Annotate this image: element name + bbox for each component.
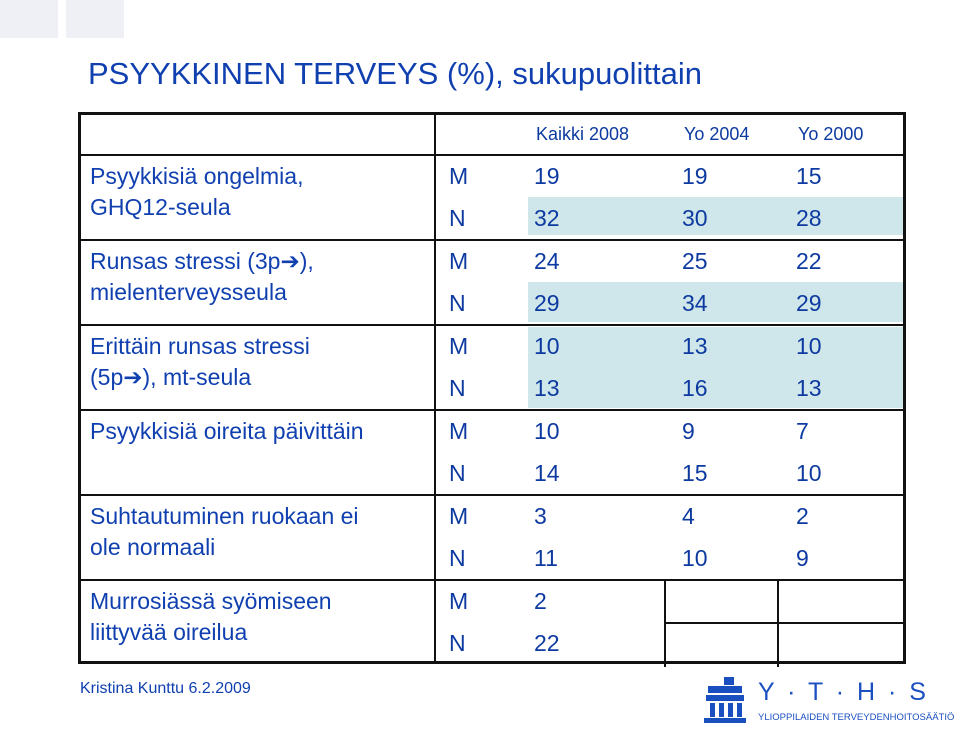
row-label-line: Psyykkisiä oireita päivittäin [90,418,364,444]
value-cell: 24 [534,248,560,274]
decor-bar [0,0,58,38]
empty-cell-border [664,622,903,624]
row-label-line: Murrosiässä syömiseen [90,588,332,614]
value-cell: 11 [534,545,558,571]
value-cell: 10 [534,333,560,359]
sex-cell: N [449,205,466,231]
row-label: Erittäin runsas stressi (5p➔), mt-seula [90,331,310,393]
row-label: Murrosiässä syömiseen liittyvää oireilua [90,586,332,648]
row-label-line: mielenterveysseula [90,279,287,305]
building-columns-icon [704,677,746,723]
footer-author-date: Kristina Kunttu 6.2.2009 [80,680,251,697]
value-cell: 10 [796,333,822,359]
value-cell: 2 [796,503,809,529]
row-label: Psyykkisiä oireita päivittäin [90,416,364,447]
row-divider [81,324,903,326]
value-cell: 19 [682,163,708,189]
value-cell: 7 [796,418,809,444]
column-header: Yo 2004 [684,124,750,144]
yths-logo: Y · T · H · S YLIOPPILAIDEN TERVEYDENHOI… [704,677,954,723]
shaded-cell [528,282,903,322]
value-cell: 29 [796,290,822,316]
row-label: Runsas stressi (3p➔), mielenterveysseula [90,246,314,308]
column-header: Kaikki 2008 [536,124,630,144]
row-divider [81,409,903,411]
decor-bar [66,0,124,38]
value-cell: 32 [534,205,560,231]
shaded-cell [528,367,903,408]
row-label-line: ole normaali [90,534,216,560]
sex-cell: M [449,333,469,359]
row-divider [81,154,903,156]
row-label-line: liittyvää oireilua [90,619,248,645]
shaded-cell [528,197,903,235]
row-divider [81,494,903,496]
row-label-line: GHQ12-seula [90,194,231,220]
column-header: Yo 2000 [798,124,864,144]
value-cell: 28 [796,205,822,231]
value-cell: 4 [682,503,695,529]
value-cell: 13 [796,375,822,401]
sex-cell: N [449,630,466,656]
sex-cell: N [449,290,466,316]
row-label-line: Erittäin runsas stressi [90,333,310,359]
value-cell: 19 [534,163,560,189]
value-cell: 22 [796,248,822,274]
value-cell: 22 [534,630,560,656]
value-cell: 16 [682,375,708,401]
row-label: Psyykkisiä ongelmia, GHQ12-seula [90,161,303,223]
value-cell: 13 [682,333,708,359]
sex-cell: M [449,418,469,444]
value-cell: 25 [682,248,708,274]
value-cell: 3 [534,503,547,529]
data-table: Kaikki 2008 Yo 2004 Yo 2000 Psyykkisiä onge… [78,112,906,667]
value-cell: 10 [534,418,560,444]
value-cell: 15 [682,460,708,486]
value-cell: 14 [534,460,560,486]
sex-cell: M [449,248,469,274]
value-cell: 10 [796,460,822,486]
sex-cell: N [449,545,466,571]
row-divider [81,239,903,241]
value-cell: 9 [796,545,809,571]
page-title: PSYYKKINEN TERVEYS (%), sukupuolittain [88,56,702,91]
sex-cell: N [449,460,466,486]
value-cell: 15 [796,163,822,189]
sex-cell: M [449,588,469,614]
logo-subtitle: YLIOPPILAIDEN TERVEYDENHOITOSÄÄTIÖ [758,712,954,723]
column-divider [434,115,436,661]
value-cell: 34 [682,290,708,316]
value-cell: 2 [534,588,547,614]
value-cell: 30 [682,205,708,231]
value-cell: 10 [682,545,708,571]
row-label-line: (5p➔), mt-seula [90,364,252,390]
sex-cell: M [449,163,469,189]
value-cell: 13 [534,375,560,401]
sex-cell: M [449,503,469,529]
row-label-line: Psyykkisiä ongelmia, [90,163,304,189]
logo-wordmark: Y · T · H · S [758,678,929,706]
row-label-line: Runsas stressi (3p➔), [90,248,314,274]
row-divider [81,579,903,581]
sex-cell: N [449,375,466,401]
row-label-line: Suhtautuminen ruokaan ei [90,503,359,529]
shaded-cell [528,327,903,367]
value-cell: 29 [534,290,560,316]
row-label: Suhtautuminen ruokaan ei ole normaali [90,501,359,563]
value-cell: 9 [682,418,695,444]
